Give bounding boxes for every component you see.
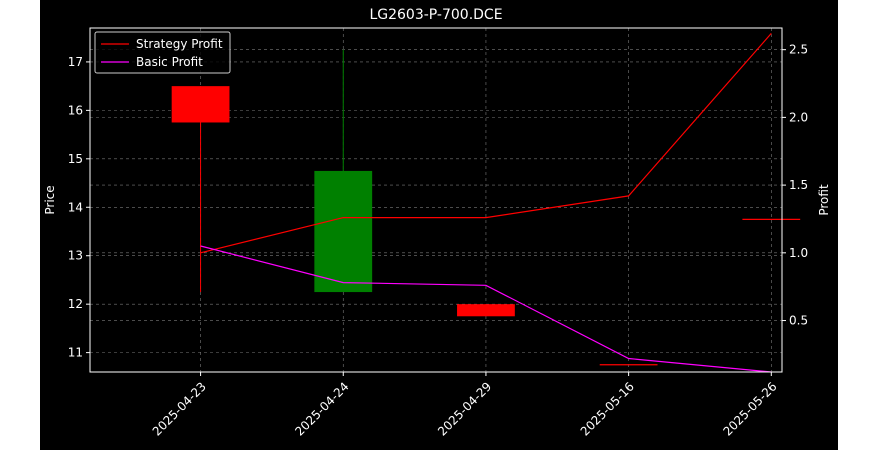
series-line-strategy-profit — [200, 33, 772, 254]
legend-label-strategy-profit: Strategy Profit — [136, 37, 223, 51]
y2-tick-label: 0.5 — [789, 314, 808, 328]
candle-body — [314, 170, 373, 293]
y2-tick-label: 1.5 — [789, 178, 808, 192]
x-tick-label: 2025-04-23 — [150, 379, 209, 438]
candle-body — [171, 86, 230, 123]
y-axis-left: 11 12 13 14 15 16 17 — [68, 55, 90, 360]
profit-lines — [200, 33, 772, 373]
y-tick-label: 15 — [68, 152, 83, 166]
chart-title: LG2603-P-700.DCE — [369, 7, 502, 23]
y-axis-label: Price — [43, 185, 57, 214]
y-tick-label: 11 — [68, 346, 83, 360]
legend: Strategy Profit Basic Profit — [94, 31, 231, 74]
y-axis-right: 0.5 1.0 1.5 2.0 2.5 — [782, 43, 808, 328]
legend-box — [94, 31, 231, 74]
figure: 2025-04-23 2025-04-24 2025-04-29 2025-05-16… — [40, 0, 838, 450]
y-tick-label: 17 — [68, 55, 83, 69]
y-tick-label: 16 — [68, 103, 83, 117]
grid — [90, 28, 782, 372]
y-tick-label: 13 — [68, 249, 83, 263]
y2-tick-label: 1.0 — [789, 246, 808, 260]
y-tick-label: 12 — [68, 297, 83, 311]
candle-body — [457, 304, 515, 317]
y2-tick-label: 2.5 — [789, 43, 808, 57]
legend-label-basic-profit: Basic Profit — [136, 55, 203, 69]
series-line-basic-profit — [200, 245, 772, 373]
plot-frame — [89, 27, 783, 373]
x-tick-label: 2025-04-29 — [435, 379, 494, 438]
y-tick-label: 14 — [68, 200, 83, 214]
x-tick-label: 2025-05-26 — [720, 379, 779, 438]
x-tick-label: 2025-05-16 — [578, 379, 637, 438]
y2-tick-label: 2.0 — [789, 110, 808, 124]
y2-axis-label: Profit — [817, 184, 831, 216]
candles — [171, 49, 801, 366]
x-tick-label: 2025-04-24 — [292, 379, 351, 438]
x-axis: 2025-04-23 2025-04-24 2025-04-29 2025-05-16… — [150, 372, 780, 439]
candlestick-chart: 2025-04-23 2025-04-24 2025-04-29 2025-05-16… — [43, 7, 831, 439]
